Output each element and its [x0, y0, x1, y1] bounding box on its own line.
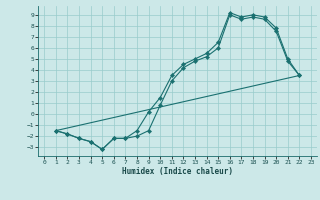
X-axis label: Humidex (Indice chaleur): Humidex (Indice chaleur): [122, 167, 233, 176]
